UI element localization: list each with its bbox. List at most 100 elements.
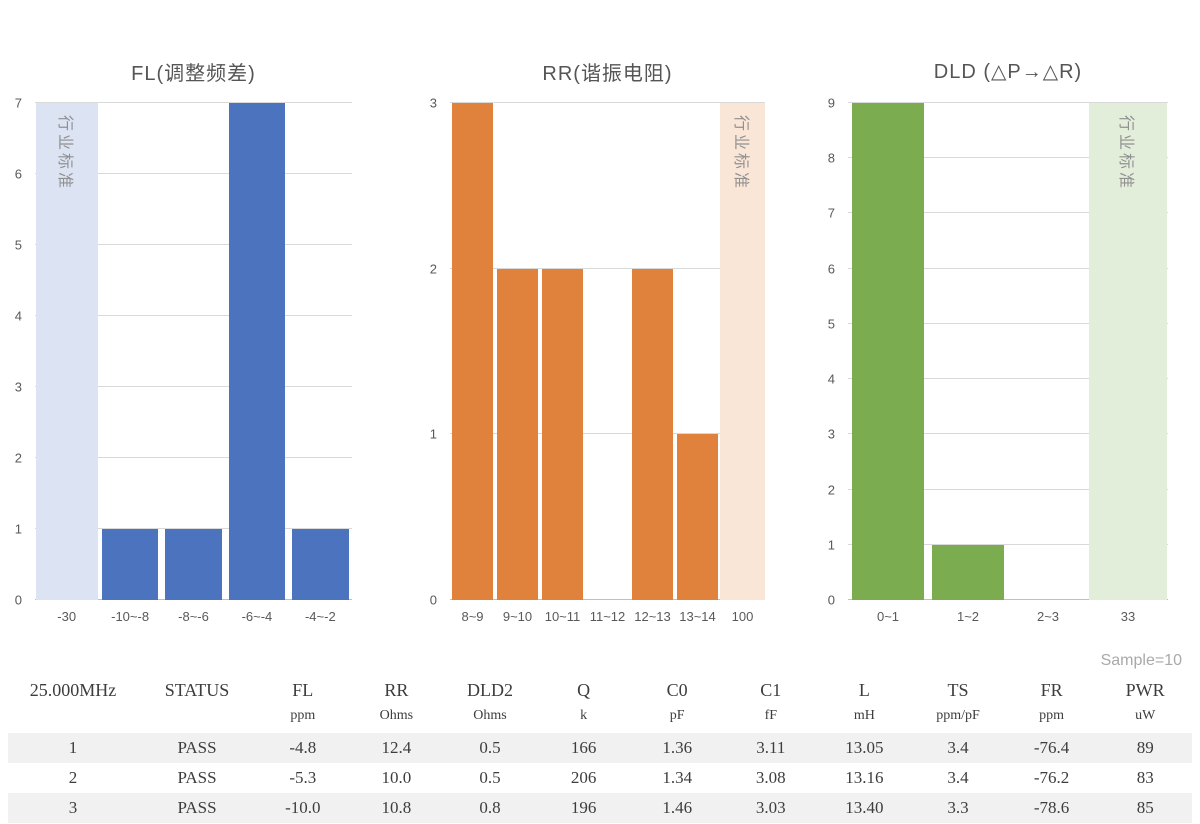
- unit-cell: ppm: [1039, 708, 1065, 723]
- x-tick-label: -8~-6: [178, 609, 209, 624]
- y-tick-label: 4: [827, 371, 835, 387]
- cell: -10.0: [285, 798, 321, 817]
- cell: -78.6: [1033, 798, 1070, 817]
- y-tick-label: 2: [14, 450, 22, 466]
- bar-slot: [848, 103, 928, 600]
- x-tick-label: 9~10: [502, 609, 533, 624]
- gridline: [35, 173, 352, 174]
- cell: 12.4: [381, 738, 412, 757]
- header-cell: RR: [384, 679, 409, 700]
- gridline: [35, 102, 352, 103]
- cell: 3.4: [947, 768, 969, 787]
- gridline: [848, 267, 1168, 269]
- y-tick-label: 7: [827, 205, 835, 221]
- x-tick-label: 2~3: [1036, 609, 1060, 624]
- bar-slot: [540, 103, 585, 600]
- y-tick-label: 1: [14, 521, 22, 537]
- y-tick-label: 0: [14, 592, 22, 608]
- gridline: [35, 244, 352, 245]
- cell: 85: [1136, 798, 1154, 817]
- y-tick-label: 3: [827, 426, 835, 442]
- x-tick-label: 13~14: [679, 609, 716, 624]
- bar: [228, 103, 286, 600]
- cell: 1: [68, 738, 78, 757]
- chart-dld: DLD (△P→△R) 0 1 2 3 4 5 6 7 8 9 行业标准 0~1 1~2 2~3 33: [813, 40, 1168, 632]
- header-cell: L: [858, 679, 870, 700]
- bar-slot: [585, 103, 630, 600]
- chart-rr: RR(谐振电阻) 0 1 2 3 行业标准 8~9 9~10 10~11 11~12 12~1…: [415, 40, 765, 632]
- bar-slot: 行业标准: [35, 103, 98, 600]
- cell: 0.5: [479, 738, 501, 757]
- cell: 3.11: [756, 738, 786, 757]
- bar: [852, 103, 924, 600]
- bar: [165, 529, 222, 600]
- gridline: [848, 322, 1168, 324]
- bar: [932, 544, 1004, 600]
- cell: PASS: [177, 768, 217, 787]
- header-cell: C1: [760, 679, 782, 700]
- y-tick-label: 5: [14, 237, 22, 253]
- cell: 196: [570, 798, 597, 817]
- gridline: [848, 488, 1168, 490]
- gridline: [848, 102, 1168, 103]
- gridline: [450, 267, 765, 269]
- cell: 166: [570, 738, 597, 757]
- header-cell: TS: [947, 679, 969, 700]
- x-tick-label: -10~-8: [111, 609, 150, 624]
- cell: 3.08: [755, 768, 786, 787]
- x-tick-label: 10~11: [544, 609, 581, 624]
- cell: 1.46: [662, 798, 693, 817]
- bar: [677, 434, 718, 600]
- header-cell: PWR: [1125, 679, 1165, 700]
- chart-rr-x-axis: 8~9 9~10 10~11 11~12 12~13 13~14 100: [415, 609, 765, 624]
- chart-dld-title: DLD (△P→△R): [933, 61, 1083, 83]
- bar-slot: [928, 103, 1008, 600]
- gridline: [35, 457, 352, 458]
- x-tick-label: 11~12: [589, 609, 626, 624]
- table-row: 1 PASS -4.8 12.4 0.5 166 1.36 3.11 13.05 3.4 -76.4…: [8, 733, 1192, 763]
- chart-fl-x-axis: -30 -10~-8 -8~-6 -6~-4 -4~-2: [0, 609, 352, 624]
- unit-cell: pF: [669, 708, 685, 723]
- cell: 2: [68, 768, 78, 787]
- y-tick-label: 1: [429, 426, 437, 442]
- x-tick-label: 33: [1120, 609, 1136, 624]
- industry-standard-label: 行业标准: [55, 114, 73, 192]
- cell: PASS: [177, 738, 217, 757]
- x-tick-label: -4~-2: [304, 609, 336, 624]
- bar: [632, 268, 673, 600]
- bar: [452, 103, 493, 600]
- y-tick-label: 7: [14, 95, 22, 111]
- gridline: [848, 599, 1168, 600]
- y-tick-label: 1: [827, 537, 835, 553]
- unit-cell: uW: [1135, 708, 1156, 723]
- sample-count-label: Sample=10: [1100, 652, 1182, 669]
- bar-slot: 行业标准: [720, 103, 765, 600]
- table-header-row: 25.000MHz STATUS FL RR DLD2 Q C0 C1 L TS FR PWR: [8, 676, 1192, 704]
- unit-cell: ppm: [290, 708, 316, 723]
- cell: 13.40: [845, 798, 884, 817]
- cell: 1.34: [662, 768, 693, 787]
- unit-cell: mH: [853, 708, 875, 723]
- gridline: [450, 102, 765, 103]
- unit-cell: Ohms: [473, 708, 507, 723]
- cell: -76.2: [1033, 768, 1070, 787]
- cell: 3.4: [947, 738, 969, 757]
- unit-cell: Ohms: [379, 708, 414, 723]
- header-cell: DLD2: [466, 679, 513, 700]
- bar-slot: [225, 103, 288, 600]
- bar-slot: [630, 103, 675, 600]
- x-tick-label: 12~13: [634, 609, 671, 624]
- table-row: 3 PASS -10.0 10.8 0.8 196 1.46 3.03 13.40 3.3 -78.…: [8, 793, 1192, 823]
- gridline: [35, 528, 352, 529]
- y-tick-label: 0: [827, 592, 835, 608]
- table-row: 2 PASS -5.3 10.0 0.5 206 1.34 3.08 13.16 3.4 -76.2…: [8, 763, 1192, 793]
- header-cell: FR: [1040, 679, 1063, 700]
- y-tick-label: 9: [827, 95, 835, 111]
- y-tick-label: 2: [429, 261, 437, 277]
- bar: [101, 529, 159, 600]
- y-tick-label: 5: [827, 316, 835, 332]
- bar-slot: [675, 103, 720, 600]
- gridline: [450, 599, 765, 600]
- gridline: [848, 433, 1168, 435]
- header-cell: 25.000MHz: [29, 679, 117, 700]
